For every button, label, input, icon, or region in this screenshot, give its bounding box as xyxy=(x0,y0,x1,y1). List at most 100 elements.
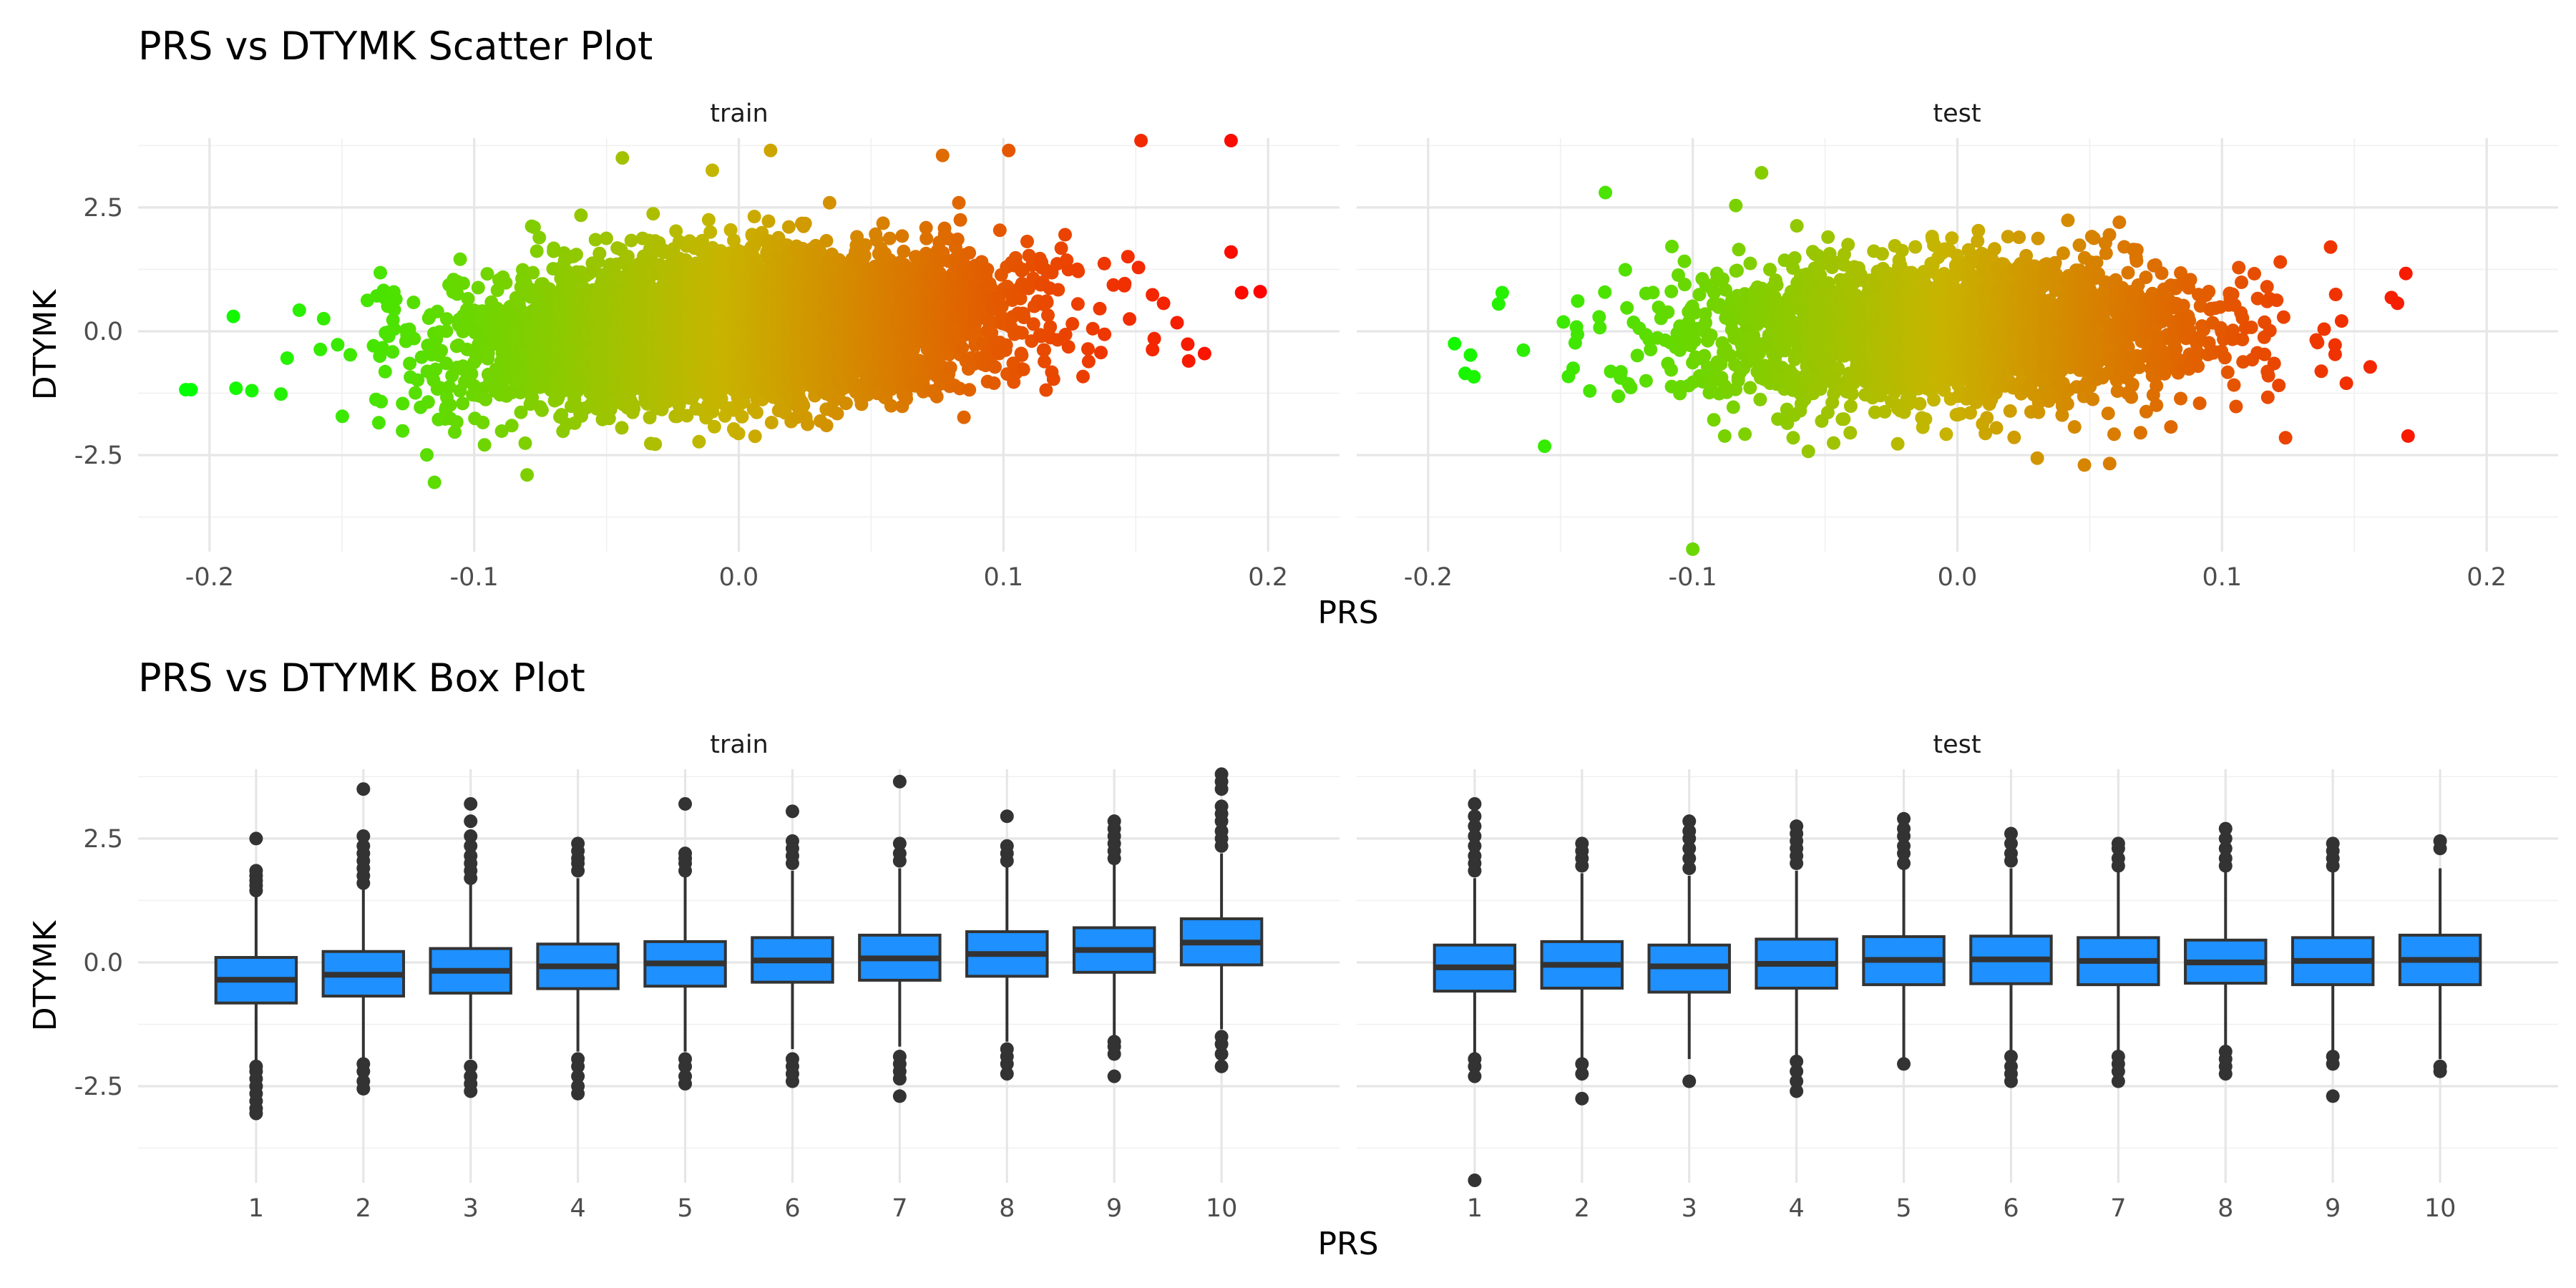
scatter-point xyxy=(935,148,950,162)
scatter-point xyxy=(839,396,853,411)
scatter-point xyxy=(876,216,890,230)
scatter-point xyxy=(475,304,489,318)
scatter-point xyxy=(761,214,776,228)
scatter-point xyxy=(504,419,519,433)
scatter-strip-test: test xyxy=(1933,99,1981,128)
scatter-point xyxy=(796,399,811,413)
scatter-point xyxy=(280,351,294,365)
scatter-point xyxy=(449,415,464,429)
scatter-point xyxy=(547,241,561,255)
scatter-point xyxy=(527,220,541,235)
scatter-point xyxy=(226,309,240,323)
scatter-point xyxy=(701,213,716,227)
scatter-point xyxy=(627,401,641,416)
scatter-point xyxy=(624,233,638,248)
scatter-point xyxy=(620,249,635,263)
scatter-panel-train: -0.2 -0.1 0.0 0.1 0.2 xyxy=(138,134,1340,592)
scatter-point xyxy=(456,276,470,291)
scatter-point xyxy=(574,208,588,223)
scatter-point xyxy=(530,244,544,258)
scatter-point xyxy=(403,356,417,371)
scatter-point xyxy=(535,403,549,417)
scatter-point xyxy=(532,230,547,245)
scatter-point xyxy=(450,287,464,301)
scatter-point xyxy=(703,225,718,239)
scatter-point xyxy=(387,322,401,336)
scatter-point xyxy=(950,233,965,246)
scatter-point xyxy=(443,398,457,412)
scatter-point xyxy=(499,275,513,290)
scatter-point xyxy=(292,303,306,317)
scatter-point xyxy=(313,342,328,356)
scatter-point xyxy=(895,229,909,243)
scatter-point xyxy=(479,392,493,406)
scatter-point xyxy=(781,220,796,234)
scatter-point xyxy=(461,292,475,306)
scatter-point xyxy=(421,395,435,409)
scatter-point xyxy=(494,424,509,438)
scatter-strip-train: train xyxy=(710,99,768,128)
scatter-point xyxy=(882,231,897,245)
scatter-point xyxy=(943,361,957,375)
scatter-point xyxy=(476,416,490,429)
scatter-point xyxy=(520,468,535,482)
scatter-point xyxy=(439,312,454,326)
scatter-point xyxy=(375,341,389,355)
scatter-point xyxy=(919,231,934,245)
scatter-point xyxy=(331,338,345,352)
scatter-point xyxy=(588,233,602,247)
scatter-point xyxy=(429,362,443,376)
scatter-point xyxy=(592,246,607,260)
scatter-point xyxy=(930,389,944,404)
scatter-point xyxy=(456,396,470,411)
scatter-point xyxy=(599,231,613,245)
scatter-plot: PRS vs DTYMK Scatter Plot train test -0.… xyxy=(27,24,2558,631)
scatter-point xyxy=(471,280,485,295)
scatter-point xyxy=(427,475,441,489)
scatter-point xyxy=(518,436,532,450)
scatter-point xyxy=(434,343,449,358)
scatter-point xyxy=(477,438,492,452)
scatter-point xyxy=(706,163,719,177)
scatter-point xyxy=(387,303,401,317)
scatter-point xyxy=(735,409,749,424)
scatter-point xyxy=(409,386,422,400)
scatter-point xyxy=(335,409,349,424)
scatter-point xyxy=(407,331,421,346)
scatter-point xyxy=(748,429,762,444)
scatter-point xyxy=(229,381,243,396)
scatter-point xyxy=(646,207,660,221)
scatter-point xyxy=(420,448,434,462)
scatter-point xyxy=(374,394,389,409)
scatter-point xyxy=(514,405,528,419)
scatter-point xyxy=(374,265,387,280)
scatter-point xyxy=(648,437,663,452)
scatter-point xyxy=(764,416,779,429)
scatter-point xyxy=(692,434,706,449)
scatter-point xyxy=(801,417,815,431)
scatter-point xyxy=(798,216,812,230)
scatter-point xyxy=(615,151,630,165)
scatter-title: PRS vs DTYMK Scatter Plot xyxy=(138,24,653,69)
scatter-point xyxy=(750,405,763,419)
scatter-point xyxy=(453,252,467,266)
scatter-point xyxy=(245,384,259,398)
scatter-point xyxy=(615,421,629,435)
scatter-point xyxy=(389,292,403,306)
scatter-point xyxy=(819,234,834,248)
scatter-point xyxy=(386,345,400,359)
scatter-point xyxy=(316,311,331,326)
scatter-point xyxy=(731,426,746,441)
scatter-point xyxy=(411,373,425,387)
scatter-point xyxy=(570,248,583,262)
scatter-point xyxy=(899,391,914,406)
scatter-points xyxy=(179,134,1267,489)
scatter-point xyxy=(184,383,198,397)
scatter-point xyxy=(442,380,457,394)
scatter-point xyxy=(897,244,911,258)
scatter-point xyxy=(747,210,761,224)
scatter-point xyxy=(406,296,421,310)
scatter-point xyxy=(819,419,834,433)
